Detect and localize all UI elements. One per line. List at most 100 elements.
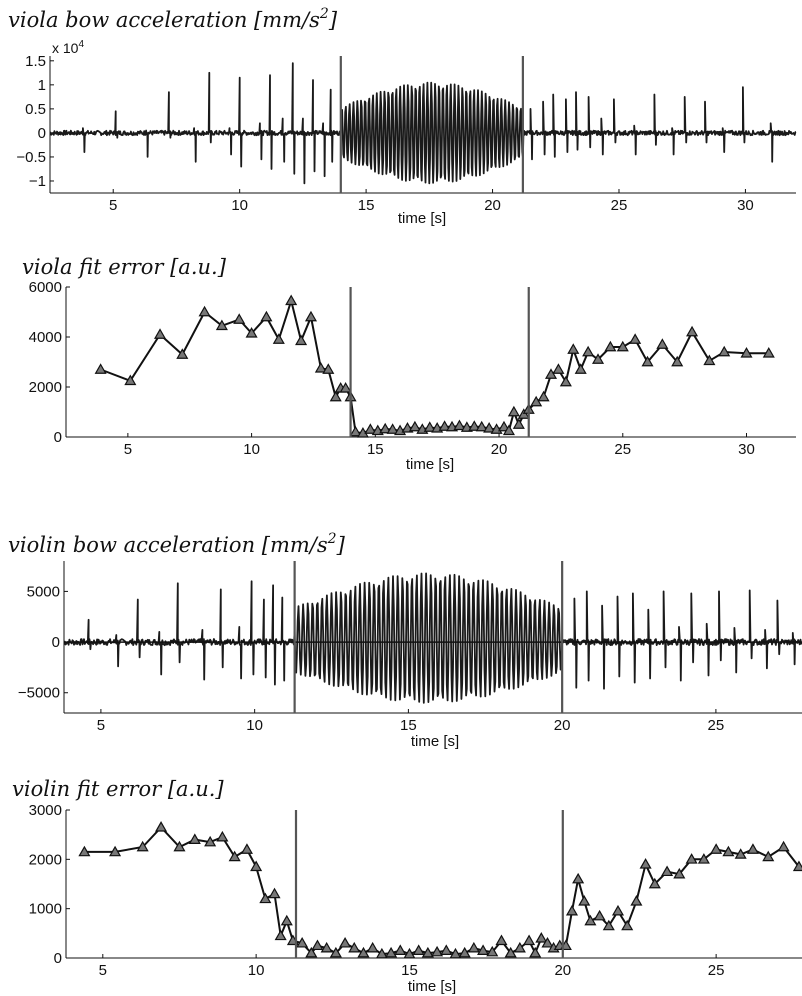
data-point-marker — [703, 354, 716, 366]
y-tick-label: −0.5 — [16, 149, 46, 166]
data-point-marker — [486, 945, 499, 957]
data-point-marker — [604, 340, 617, 352]
data-point-marker — [272, 333, 285, 344]
data-point-marker — [204, 835, 217, 847]
viola-acceleration-title: viola bow acceleration [mm/s2] — [8, 6, 338, 32]
data-point-marker — [467, 941, 480, 953]
x-tick-label: 15 — [400, 717, 417, 734]
data-point-marker — [483, 422, 496, 433]
data-point-marker — [718, 345, 731, 357]
data-point-marker — [364, 423, 377, 434]
data-point-marker — [295, 334, 308, 346]
data-point-marker — [641, 355, 654, 367]
y-tick-label: 2000 — [29, 379, 62, 396]
y-exponent-label: x 104 — [52, 39, 84, 56]
x-tick-label: 25 — [708, 717, 725, 734]
x-axis-label: time [s] — [408, 978, 456, 995]
violin-fit-error-panel: violin fit error [a.u.] 5 10 15 20 25 0 1000 20… — [12, 777, 802, 995]
data-point-marker — [468, 420, 481, 431]
data-point-marker — [421, 946, 434, 958]
data-point-marker — [537, 390, 550, 402]
data-point-marker — [639, 858, 652, 869]
data-point-marker — [188, 833, 201, 844]
y-tick-label: −5000 — [18, 685, 60, 702]
violin-fit-error-title: violin fit error [a.u.] — [12, 777, 224, 801]
y-tick-label: 1.5 — [25, 53, 46, 70]
data-point-marker — [502, 424, 515, 436]
data-point-marker — [517, 408, 530, 419]
data-point-marker — [349, 425, 362, 437]
data-point-marker — [348, 941, 361, 953]
data-point-marker — [762, 347, 775, 358]
data-point-marker — [280, 914, 293, 926]
data-point-marker — [329, 390, 342, 402]
y-tick-label: 5000 — [27, 583, 60, 600]
y-tick-label: −1 — [29, 173, 46, 190]
data-point-marker — [386, 423, 399, 434]
x-tick-label: 30 — [738, 441, 755, 458]
y-tick-label: 1000 — [29, 901, 62, 918]
data-point-marker — [574, 363, 587, 374]
data-point-marker — [216, 830, 229, 842]
x-tick-label: 5 — [124, 441, 132, 458]
data-point-marker — [379, 422, 392, 434]
data-point-marker — [777, 840, 790, 852]
data-point-marker — [578, 895, 591, 906]
x-tick-label: 15 — [367, 441, 384, 458]
data-point-marker — [507, 405, 520, 417]
data-point-marker — [339, 382, 352, 393]
data-point-marker — [572, 872, 585, 884]
x-tick-label: 10 — [243, 441, 260, 458]
data-point-marker — [611, 904, 625, 916]
data-point-marker — [260, 310, 273, 322]
data-point-marker — [375, 947, 388, 959]
data-point-marker — [155, 821, 168, 832]
data-point-marker — [616, 340, 629, 352]
data-point-marker — [530, 395, 543, 407]
data-point-marker — [535, 932, 548, 943]
error-line — [84, 825, 800, 956]
data-point-marker — [176, 348, 189, 359]
violin-acceleration-title: violin bow acceleration [mm/s2] — [8, 531, 346, 557]
plot-area: 5 10 15 20 25 0 1000 2000 3000 — [29, 802, 802, 979]
data-point-marker — [366, 941, 379, 953]
data-point-marker — [661, 865, 674, 877]
y-tick-label: 2000 — [29, 851, 62, 868]
data-point-marker — [423, 421, 436, 432]
data-point-marker — [648, 877, 661, 889]
data-point-marker — [431, 945, 444, 957]
data-point-marker — [329, 946, 342, 958]
data-point-marker — [124, 374, 137, 386]
data-point-marker — [567, 343, 580, 354]
data-point-marker — [529, 946, 542, 958]
x-tick-label: 25 — [611, 197, 628, 214]
x-tick-label: 20 — [491, 441, 508, 458]
y-tick-label: 3000 — [29, 802, 62, 819]
y-tick-label: 6000 — [29, 279, 62, 296]
x-tick-label: 15 — [358, 197, 375, 214]
data-point-marker — [621, 919, 634, 931]
signal-line — [49, 62, 797, 185]
data-point-marker — [497, 420, 511, 432]
data-point-marker — [656, 338, 669, 349]
y-tick-label: 0.5 — [25, 101, 46, 118]
data-point-marker — [541, 936, 554, 948]
x-axis-label: time [s] — [411, 733, 459, 750]
data-point-marker — [314, 362, 327, 373]
data-point-marker — [403, 947, 416, 959]
data-point-marker — [322, 363, 335, 374]
data-point-marker — [357, 946, 370, 958]
data-point-marker — [740, 347, 753, 358]
data-point-marker — [228, 850, 241, 862]
y-tick-label: 1 — [38, 77, 46, 94]
data-point-marker — [453, 419, 466, 431]
x-tick-label: 5 — [97, 717, 105, 734]
data-point-marker — [673, 867, 686, 879]
plot-area: 5 10 15 20 25 30 0 2000 4000 6000 — [29, 279, 796, 458]
data-point-marker — [458, 946, 471, 958]
x-tick-label: 15 — [401, 962, 418, 979]
data-point-marker — [449, 947, 462, 959]
y-tick-label: 0 — [54, 950, 62, 967]
data-point-marker — [320, 941, 333, 953]
data-point-marker — [285, 294, 298, 306]
